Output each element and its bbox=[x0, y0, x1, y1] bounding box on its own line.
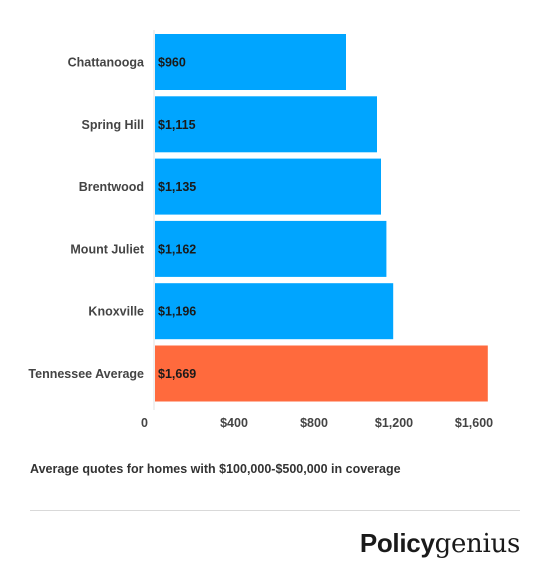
value-label-tennessee-average: $1,669 bbox=[158, 367, 196, 381]
x-tick-label-1200: $1,200 bbox=[375, 416, 413, 430]
x-tick-label-800: $800 bbox=[300, 416, 328, 430]
bar-tennessee-average bbox=[155, 345, 488, 402]
bar-knoxville bbox=[155, 283, 394, 340]
category-label-knoxville: Knoxville bbox=[88, 305, 144, 319]
bar-chattanooga bbox=[155, 34, 346, 90]
value-label-brentwood: $1,135 bbox=[158, 180, 196, 194]
logo-part-policy: Policy bbox=[359, 528, 435, 558]
category-label-chattanooga: Chattanooga bbox=[68, 56, 145, 70]
value-label-spring-hill: $1,115 bbox=[158, 118, 196, 132]
bar-spring-hill bbox=[155, 96, 377, 153]
category-label-mount-juliet: Mount Juliet bbox=[70, 242, 144, 256]
value-label-chattanooga: $960 bbox=[158, 56, 186, 70]
x-tick-label-0: 0 bbox=[141, 416, 148, 430]
x-tick-label-1600: $1,600 bbox=[455, 416, 493, 430]
divider bbox=[30, 510, 520, 511]
category-label-tennessee-average: Tennessee Average bbox=[28, 367, 144, 381]
value-label-knoxville: $1,196 bbox=[158, 305, 196, 319]
category-label-brentwood: Brentwood bbox=[79, 180, 144, 194]
policygenius-logo: Policygenius bbox=[360, 528, 520, 559]
x-tick-label-400: $400 bbox=[220, 416, 248, 430]
bar-brentwood bbox=[155, 158, 381, 215]
chart-caption: Average quotes for homes with $100,000-$… bbox=[30, 462, 401, 476]
category-label-spring-hill: Spring Hill bbox=[82, 118, 145, 132]
bar-chart: Chattanooga $960 Spring Hill $1,115 Brentwoo… bbox=[28, 30, 493, 430]
logo-part-genius: genius bbox=[434, 529, 521, 559]
value-label-mount-juliet: $1,162 bbox=[158, 242, 196, 256]
bar-mount-juliet bbox=[155, 220, 387, 277]
